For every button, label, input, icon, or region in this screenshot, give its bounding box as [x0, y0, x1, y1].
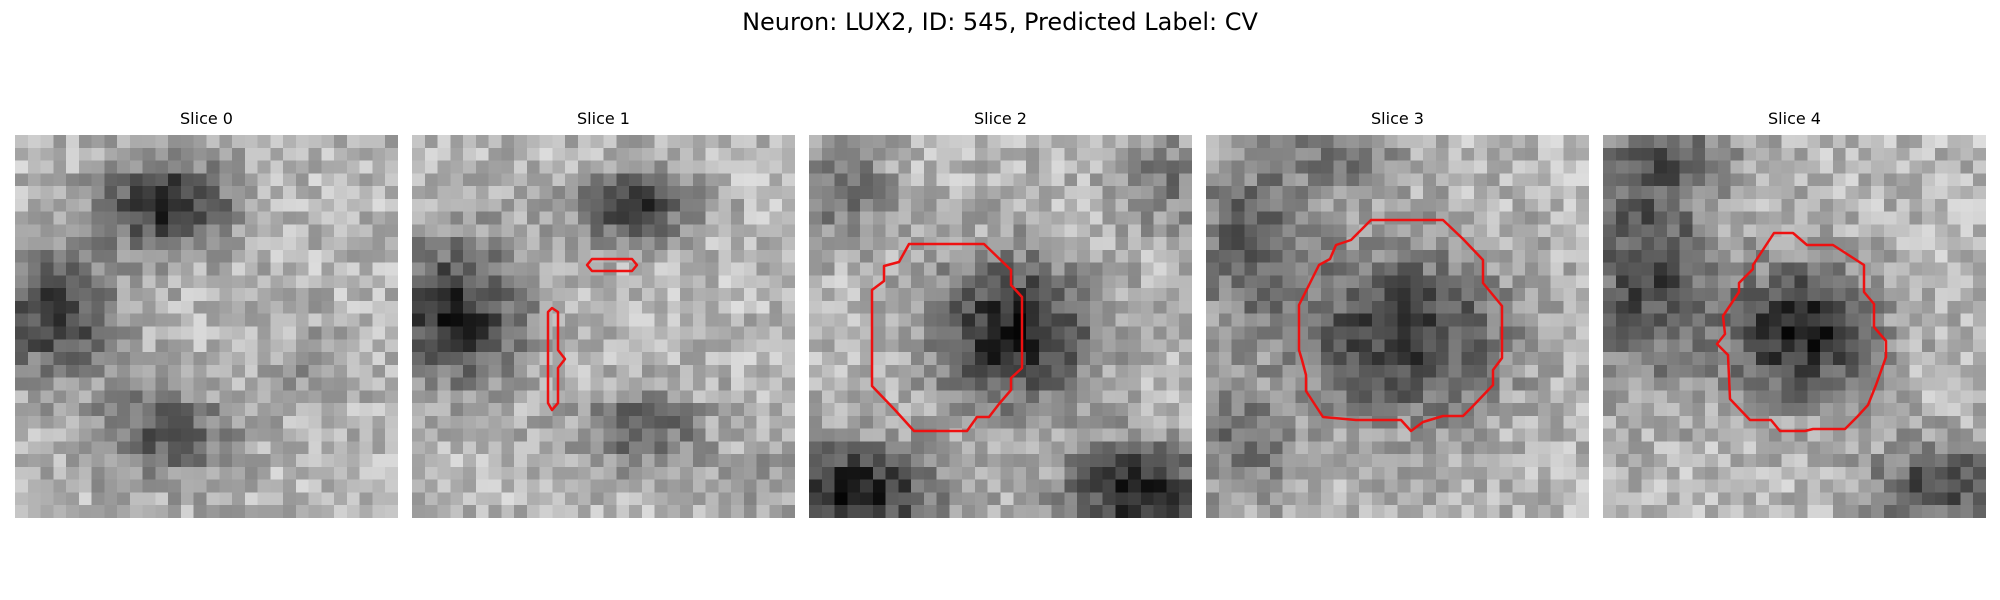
contour-cell [1297, 218, 1504, 433]
slice-image-0 [15, 135, 398, 518]
slice-label-0: Slice 0 [180, 109, 233, 128]
figure-title: Neuron: LUX2, ID: 545, Predicted Label: … [742, 8, 1258, 36]
slice-image-4 [1603, 135, 1986, 518]
segmentation-outline-2 [870, 242, 1024, 433]
segmentation-outline-1 [546, 257, 639, 412]
slice-panel-0 [15, 135, 398, 518]
slice-panel-3 [1206, 135, 1589, 518]
slice-panel-1 [412, 135, 795, 518]
segmentation-outline-3 [1297, 218, 1504, 433]
slice-image-1 [412, 135, 795, 518]
contour-cell [870, 242, 1024, 433]
contour-small-top [585, 257, 639, 273]
slice-panel-2 [809, 135, 1192, 518]
slice-panel-4 [1603, 135, 1986, 518]
slice-label-3: Slice 3 [1371, 109, 1424, 128]
segmentation-outline-4 [1715, 231, 1888, 433]
slice-image-3 [1206, 135, 1589, 518]
contour-cell [1715, 231, 1888, 433]
slice-label-4: Slice 4 [1768, 109, 1821, 128]
contour-small-left [546, 306, 567, 412]
slice-label-2: Slice 2 [974, 109, 1027, 128]
slice-label-1: Slice 1 [577, 109, 630, 128]
